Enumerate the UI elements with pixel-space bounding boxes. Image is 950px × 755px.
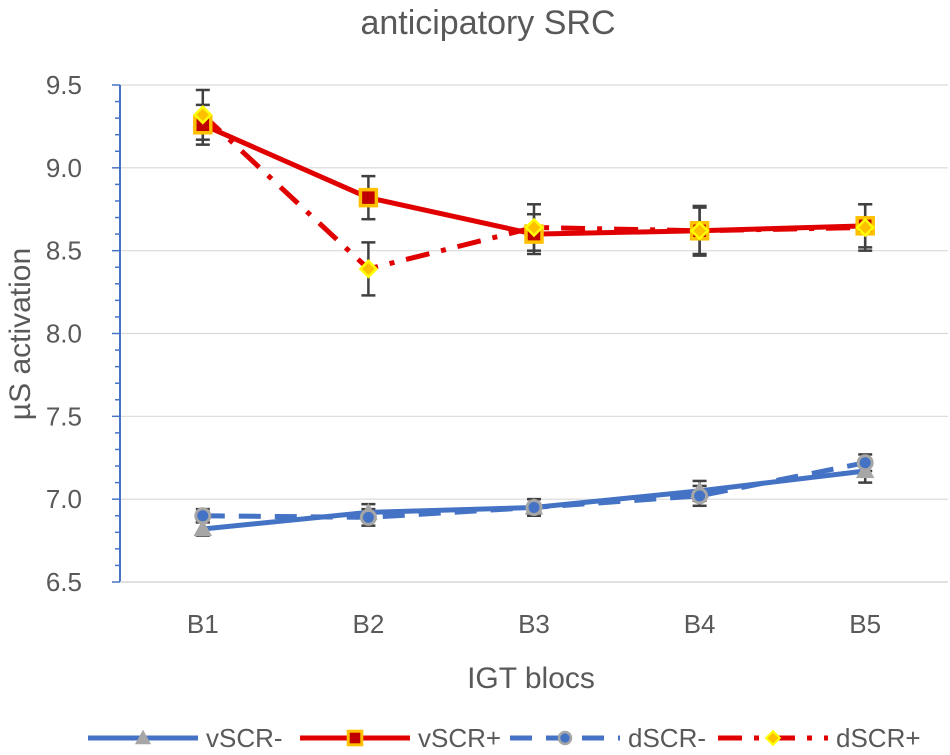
legend-label: dSCR- bbox=[628, 723, 706, 753]
data-point-marker bbox=[524, 217, 544, 238]
data-point-marker bbox=[358, 259, 379, 279]
data-point-marker bbox=[691, 487, 709, 505]
data-point-marker bbox=[134, 729, 152, 745]
data-point-marker bbox=[193, 105, 213, 125]
y-axis: 6.5 7.0 7.5 8.0 8.5 9.0 9.5 bbox=[46, 70, 121, 597]
markers-dSCR- bbox=[194, 454, 874, 526]
data-point-marker bbox=[557, 730, 573, 746]
y-tick-label: 7.5 bbox=[46, 401, 82, 431]
legend-label: dSCR+ bbox=[836, 723, 921, 753]
data-point-marker bbox=[855, 217, 875, 238]
data-point-marker bbox=[358, 187, 379, 208]
y-tick-label: 8.5 bbox=[46, 236, 82, 266]
data-point-marker bbox=[856, 454, 874, 472]
x-axis-label: IGT blocs bbox=[467, 662, 595, 695]
data-point-marker bbox=[194, 507, 212, 525]
error-bars-vSCR- bbox=[195, 458, 873, 537]
data-point-marker bbox=[764, 729, 782, 747]
legend: vSCR-vSCR+ dSCR-dSCR+ bbox=[88, 723, 921, 753]
x-axis: B1 B2 B3 B4 B5 bbox=[120, 581, 948, 639]
legend-item-dSCR-[interactable]: dSCR- bbox=[510, 723, 706, 753]
x-tick-label: B2 bbox=[352, 609, 384, 639]
markers-dSCR+ bbox=[193, 105, 875, 279]
error-bars-dSCR+ bbox=[195, 88, 873, 297]
data-point-marker bbox=[689, 221, 710, 241]
y-tick-label: 9.5 bbox=[46, 70, 82, 100]
legend-item-dSCR+[interactable]: dSCR+ bbox=[718, 723, 921, 753]
data-point-marker bbox=[346, 729, 364, 747]
y-tick-label: 6.5 bbox=[46, 567, 82, 597]
series-group bbox=[193, 88, 875, 537]
x-tick-label: B5 bbox=[849, 609, 881, 639]
legend-label: vSCR+ bbox=[418, 723, 501, 753]
legend-label: vSCR- bbox=[206, 723, 283, 753]
y-tick-label: 8.0 bbox=[46, 319, 82, 349]
x-tick-label: B1 bbox=[187, 609, 219, 639]
y-tick-label: 9.0 bbox=[46, 153, 82, 183]
legend-item-vSCR-[interactable]: vSCR- bbox=[88, 723, 283, 753]
x-tick-label: B4 bbox=[684, 609, 716, 639]
data-point-marker bbox=[525, 498, 543, 516]
y-tick-label: 7.0 bbox=[46, 484, 82, 514]
legend-item-vSCR+[interactable]: vSCR+ bbox=[300, 723, 501, 753]
data-point-marker bbox=[359, 508, 377, 526]
y-axis-label: µS activation bbox=[4, 248, 37, 420]
chart-title: anticipatory SRC bbox=[360, 4, 615, 42]
x-tick-label: B3 bbox=[518, 609, 550, 639]
data-point-marker bbox=[193, 519, 213, 537]
